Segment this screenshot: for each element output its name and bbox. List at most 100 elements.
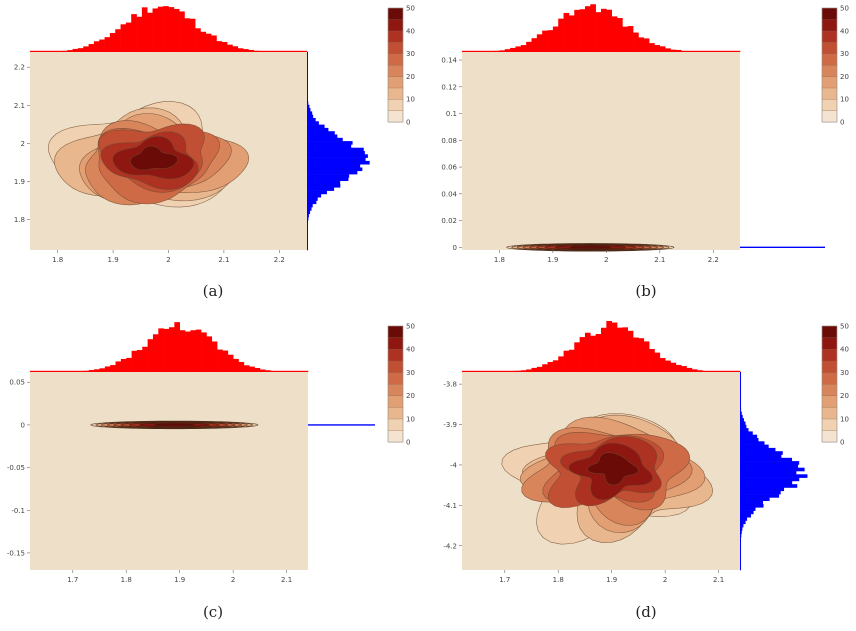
top-hist-bar <box>707 50 714 52</box>
colorbar-segment <box>821 395 838 408</box>
top-hist-bar <box>285 50 292 52</box>
right-hist-bar <box>740 451 783 455</box>
colorbar-tick-label: 30 <box>840 50 849 58</box>
top-hist-bar <box>222 350 229 372</box>
top-hist-bar <box>46 370 52 372</box>
top-hist-bar <box>702 50 709 52</box>
colorbar-segment <box>821 383 838 396</box>
top-hist-bar <box>206 336 213 372</box>
y-tick-label: 1.9 <box>14 178 25 186</box>
right-hist-bar <box>307 147 364 152</box>
right-hist-bar <box>307 180 341 185</box>
top-hist-bar <box>697 370 703 372</box>
top-hist-bar <box>579 337 586 372</box>
top-hist-bar <box>296 50 302 52</box>
right-hist-bar <box>307 134 338 139</box>
top-hist-bar <box>56 50 63 52</box>
top-hist-bar <box>88 44 95 52</box>
top-hist-bar <box>729 370 735 372</box>
colorbar-segment <box>821 19 838 32</box>
right-hist-bar <box>740 438 759 442</box>
top-hist-bar <box>627 26 634 52</box>
top-hist-bar <box>707 370 714 372</box>
right-hist-bar <box>307 108 311 112</box>
top-hist-bar <box>494 50 500 52</box>
top-hist-bar <box>734 370 741 372</box>
top-hist-bar <box>88 370 95 372</box>
colorbar-frame <box>821 325 838 443</box>
top-hist-bar <box>515 46 522 52</box>
y-tick-label: 0.08 <box>441 137 457 145</box>
top-hist-bar <box>659 358 666 372</box>
x-tick-label: 2.1 <box>654 256 665 264</box>
top-hist-bar <box>40 50 47 52</box>
right-hist-bar <box>740 411 742 416</box>
top-hist-bar <box>77 48 84 52</box>
right-hist-bar <box>740 553 741 558</box>
colorbar-segment <box>821 360 838 373</box>
right-hist-bar <box>307 246 308 251</box>
top-hist-bar <box>595 12 602 52</box>
right-hist-bar <box>307 187 335 191</box>
right-hist-bar <box>740 543 741 548</box>
top-hist-bar <box>611 16 618 53</box>
right-hist-bar <box>307 243 308 247</box>
top-hist-bar <box>265 370 271 372</box>
colorbar-segment <box>387 349 404 362</box>
top-hist-bar <box>67 370 74 372</box>
top-hist-bar <box>110 365 116 372</box>
panel-caption: (a) <box>203 282 224 300</box>
top-hist-bar <box>109 33 116 52</box>
top-hist-bar <box>189 18 196 52</box>
right-hist-bar <box>740 523 744 528</box>
colorbar-segment <box>821 87 838 100</box>
y-tick-label: 0.02 <box>441 217 457 225</box>
x-tick-label: 1.7 <box>67 576 78 584</box>
top-hist-bar <box>584 332 591 372</box>
right-hist-bar <box>307 131 335 135</box>
colorbar-segment <box>821 430 838 443</box>
colorbar-segment <box>821 418 838 431</box>
right-hist-bar <box>740 378 741 383</box>
right-hist-bar <box>740 447 776 452</box>
right-hist-bar <box>307 170 358 175</box>
colorbar-tick-label: 10 <box>406 96 415 104</box>
x-tick-label: 2.1 <box>218 256 229 264</box>
right-hist-bar <box>307 213 309 218</box>
colorbar-tick-label: 0 <box>840 119 844 127</box>
top-hist-bar <box>633 32 639 52</box>
top-hist-bar <box>472 370 479 372</box>
x-tick-label: 2 <box>663 576 667 584</box>
colorbar-tick-label: 50 <box>840 5 849 13</box>
x-tick-label: 2 <box>166 256 170 264</box>
y-tick-label: 2.2 <box>14 64 25 72</box>
right-hist-bar <box>307 65 308 69</box>
top-hist-bar <box>269 50 276 52</box>
colorbar-tick-label: 0 <box>406 119 410 127</box>
right-hist-bar <box>740 421 746 426</box>
top-hist-bar <box>152 334 159 372</box>
top-hist-bar <box>291 50 297 52</box>
top-hist-bar <box>494 370 500 372</box>
top-hist-bar <box>713 370 719 372</box>
top-hist-bar <box>483 370 490 372</box>
right-hist-bar <box>740 527 743 531</box>
top-hist-bar <box>221 42 228 52</box>
x-tick-label: 2 <box>231 576 235 584</box>
top-hist-bar <box>462 370 468 372</box>
top-hist-bar <box>40 370 47 372</box>
top-hist-bar <box>185 331 191 372</box>
panel-caption: (c) <box>203 603 223 621</box>
panel-d: 1.7 1.8 1.9 2 2.1 -3.8 -3.9 -4 -4.1 -4.2 0 10 20 30 40… <box>443 321 849 621</box>
top-hist-bar <box>574 342 580 372</box>
top-hist-bar <box>526 41 532 52</box>
top-hist-bar <box>579 9 586 52</box>
top-hist-bar <box>152 8 159 53</box>
top-hist-bar <box>499 50 506 52</box>
right-hist-bar <box>307 78 308 82</box>
top-hist-bar <box>126 357 132 372</box>
right-hist-bar <box>307 98 308 102</box>
right-hist-bar <box>307 88 308 92</box>
y-tick-label: 1.8 <box>14 216 25 224</box>
right-hist-bar <box>307 55 308 59</box>
